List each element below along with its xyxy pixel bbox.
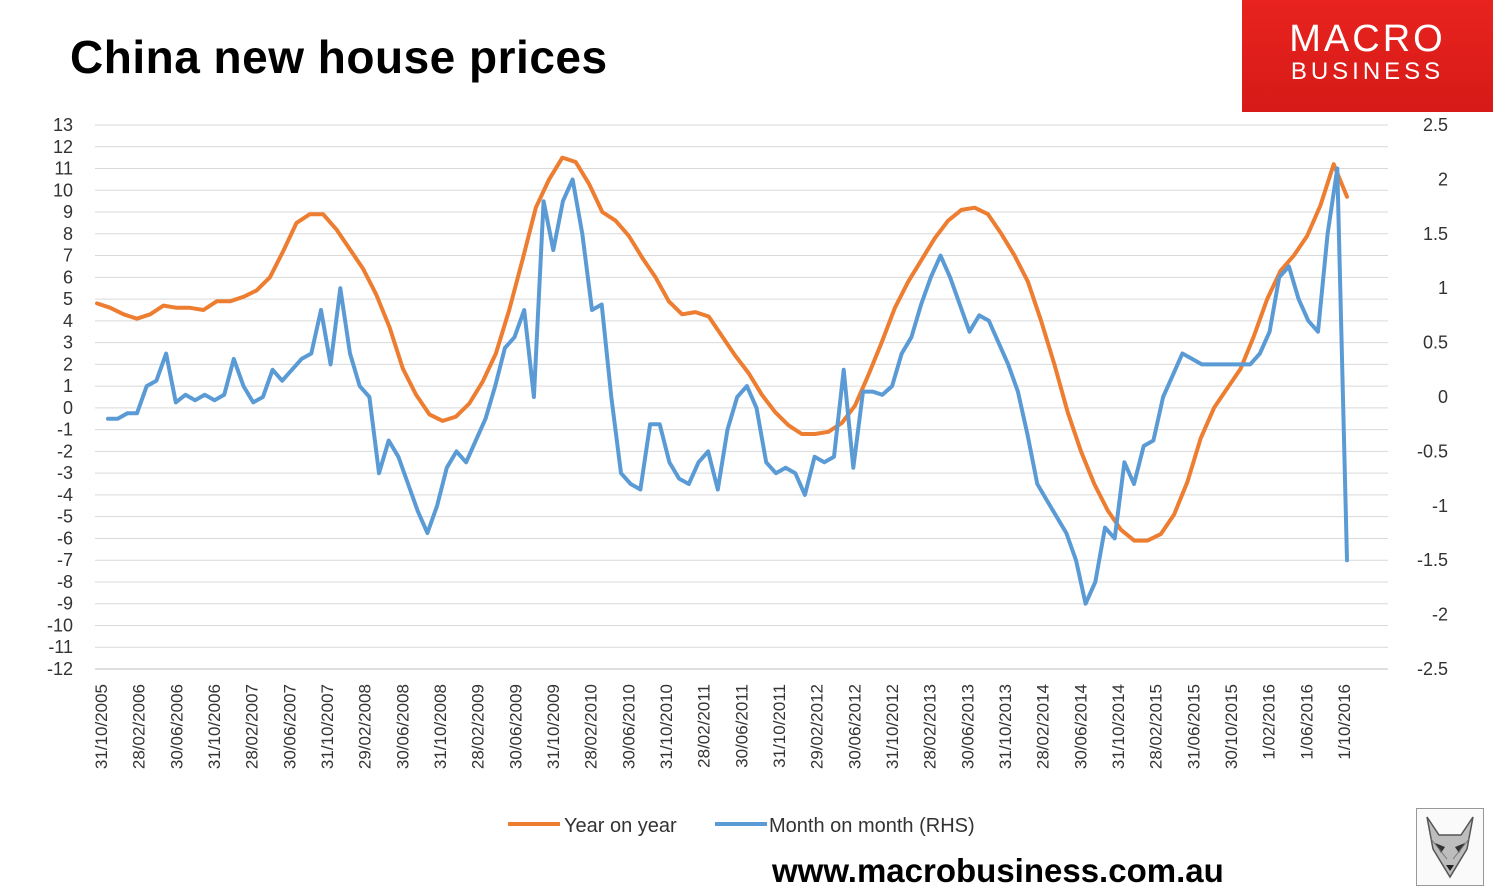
x-tick-label: 31/10/2007 (318, 684, 337, 769)
y-left-tick-label: 2 (63, 354, 73, 374)
y-left-tick-label: -12 (47, 659, 73, 679)
left-axis-ticks: 131211109876543210-1-2-3-4-5-6-7-8-9-10-… (47, 115, 73, 679)
y-left-tick-label: -7 (57, 550, 73, 570)
y-left-tick-label: 9 (63, 202, 73, 222)
x-tick-label: 28/02/2014 (1034, 684, 1053, 769)
y-left-tick-label: 3 (63, 333, 73, 353)
y-right-tick-label: -1.5 (1417, 550, 1448, 570)
x-tick-label: 30/06/2014 (1071, 684, 1090, 769)
y-left-tick-label: -4 (57, 485, 73, 505)
x-tick-label: 28/02/2015 (1147, 684, 1166, 769)
y-left-tick-label: -5 (57, 507, 73, 527)
y-right-tick-label: -2.5 (1417, 659, 1448, 679)
wolf-logo-icon (1416, 808, 1484, 886)
y-left-tick-label: 11 (54, 159, 73, 179)
y-right-tick-label: 2 (1438, 169, 1448, 189)
y-left-tick-label: 8 (63, 224, 73, 244)
y-left-tick-label: 6 (63, 267, 73, 287)
y-left-tick-label: -2 (57, 441, 73, 461)
brand-name-line2: BUSINESS (1290, 58, 1445, 85)
x-tick-label: 28/02/2006 (130, 684, 149, 769)
y-left-tick-label: 10 (53, 180, 73, 200)
y-right-tick-label: 1 (1438, 278, 1448, 298)
x-tick-label: 28/02/2013 (921, 684, 940, 769)
x-tick-label: 29/02/2012 (808, 684, 827, 769)
x-tick-label: 30/06/2009 (506, 684, 525, 769)
series-line-year-on-year (95, 155, 1349, 543)
x-axis-ticks: 31/10/2005 28/02/2006 30/06/2006 31/10/2006… (92, 684, 1354, 769)
x-tick-label: 31/10/2005 (92, 684, 111, 769)
y-left-tick-label: -6 (57, 528, 73, 548)
footer-url: www.macrobusiness.com.au (772, 852, 1224, 889)
x-tick-label: 31/10/2011 (770, 684, 789, 768)
chart-title: China new house prices (70, 31, 608, 83)
y-right-tick-label: -2 (1432, 605, 1448, 625)
y-right-tick-label: -0.5 (1417, 441, 1448, 461)
legend-label-mom: Month on month (RHS) (769, 815, 975, 837)
y-left-tick-label: -10 (47, 615, 73, 635)
x-tick-label: 28/02/2007 (243, 684, 262, 769)
y-right-tick-label: 0.5 (1423, 333, 1448, 353)
legend-label-yoy: Year on year (564, 815, 677, 837)
x-tick-label: 30/06/2010 (619, 684, 638, 769)
x-tick-label: 1/02/2016 (1260, 684, 1279, 760)
x-tick-label: 31/10/2012 (883, 684, 902, 769)
x-tick-label: 31/10/2006 (205, 684, 224, 769)
x-tick-label: 31/10/2010 (657, 684, 676, 769)
y-right-tick-label: -1 (1432, 496, 1448, 516)
right-axis-ticks: 2.5 2 1.5 1 0.5 0 -0.5 -1 -1.5 -2 -2.5 (1417, 115, 1448, 679)
x-tick-label: 28/02/2011 (695, 684, 714, 768)
series-line-month-on-month (106, 166, 1349, 606)
y-left-tick-label: 5 (63, 289, 73, 309)
x-tick-label: 28/02/2010 (582, 684, 601, 769)
y-right-tick-label: 1.5 (1423, 224, 1448, 244)
legend: Year on year Month on month (RHS) (508, 815, 975, 837)
y-left-tick-label: 4 (63, 311, 73, 331)
x-tick-label: 31/10/2013 (996, 684, 1015, 769)
y-right-tick-label: 0 (1438, 387, 1448, 407)
y-left-tick-label: 13 (53, 115, 73, 135)
x-tick-label: 30/10/2015 (1222, 684, 1241, 769)
y-left-tick-label: 7 (63, 246, 73, 266)
x-tick-label: 30/06/2007 (280, 684, 299, 769)
series-lines (95, 155, 1349, 606)
x-tick-label: 29/02/2008 (356, 684, 375, 769)
x-tick-label: 28/02/2009 (469, 684, 488, 769)
x-tick-label: 30/06/2013 (958, 684, 977, 769)
y-left-tick-label: -3 (57, 463, 73, 483)
x-tick-label: 30/06/2006 (167, 684, 186, 769)
y-left-tick-label: 12 (53, 137, 73, 157)
x-tick-label: 31/06/2015 (1184, 684, 1203, 769)
y-left-tick-label: 0 (63, 398, 73, 418)
x-tick-label: 31/10/2014 (1109, 684, 1128, 769)
y-right-tick-label: 2.5 (1423, 115, 1448, 135)
x-tick-label: 30/06/2012 (845, 684, 864, 769)
x-tick-label: 31/10/2009 (544, 684, 563, 769)
x-tick-label: 31/10/2008 (431, 684, 450, 769)
y-left-tick-label: -11 (48, 637, 73, 657)
y-left-tick-label: -9 (57, 594, 73, 614)
x-tick-label: 1/06/2016 (1297, 684, 1316, 760)
y-left-tick-label: 1 (63, 376, 73, 396)
gridlines (95, 124, 1388, 670)
x-tick-label: 1/10/2016 (1335, 684, 1354, 760)
x-tick-label: 30/06/2008 (393, 684, 412, 769)
x-tick-label: 30/06/2011 (732, 684, 751, 768)
brand-logo: MACRO BUSINESS (1242, 0, 1493, 112)
y-left-tick-label: -8 (57, 572, 73, 592)
y-left-tick-label: -1 (57, 420, 73, 440)
brand-name-line1: MACRO (1289, 18, 1446, 60)
